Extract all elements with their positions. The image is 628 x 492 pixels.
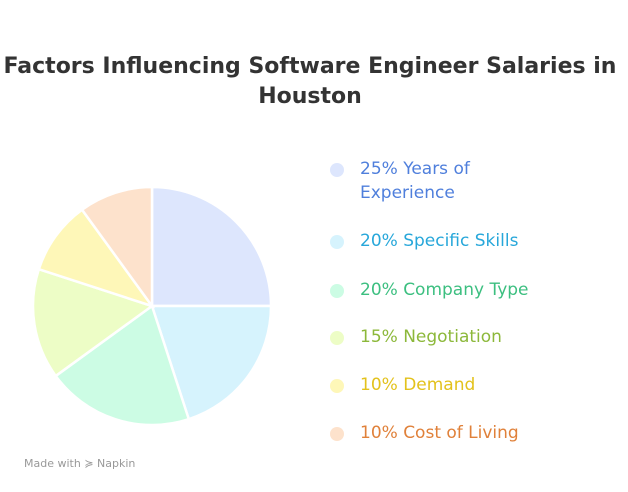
pie-slice-2 (53, 303, 191, 427)
legend-item: 25% Years of Experience (330, 157, 510, 205)
pie-slice-3 (31, 267, 155, 378)
legend-item: 15% Negotiation (330, 325, 580, 349)
pie-slice-5 (80, 185, 154, 310)
legend-label: 10% Demand (360, 375, 476, 395)
legend-label: 25% Years of Experience (360, 159, 470, 203)
pie-slice-1 (150, 304, 273, 421)
legend-swatch (330, 379, 344, 393)
legend-label: 10% Cost of Living (360, 423, 519, 443)
legend-item: 10% Demand (330, 373, 580, 397)
legend-swatch (330, 235, 344, 249)
legend-label: 15% Negotiation (360, 327, 502, 347)
legend-item: 20% Specific Skills (330, 229, 580, 253)
legend-swatch (330, 427, 344, 441)
pie-slice-4 (37, 207, 156, 309)
legend-swatch (330, 284, 344, 298)
napkin-logo-icon: ≽ (84, 457, 94, 470)
chart-title: Factors Influencing Software Engineer Sa… (3, 54, 617, 109)
made-with-text: Made with (24, 457, 81, 470)
legend-item: 20% Company Type (330, 278, 580, 302)
legend-swatch (330, 331, 344, 345)
brand-name: Napkin (97, 457, 136, 470)
legend-item: 10% Cost of Living (330, 421, 580, 445)
legend-label: 20% Specific Skills (360, 231, 519, 251)
footer: Made with ≽ Napkin (24, 457, 135, 470)
legend-swatch (330, 163, 344, 177)
legend-label: 20% Company Type (360, 280, 529, 300)
pie-slice-0 (150, 185, 273, 308)
